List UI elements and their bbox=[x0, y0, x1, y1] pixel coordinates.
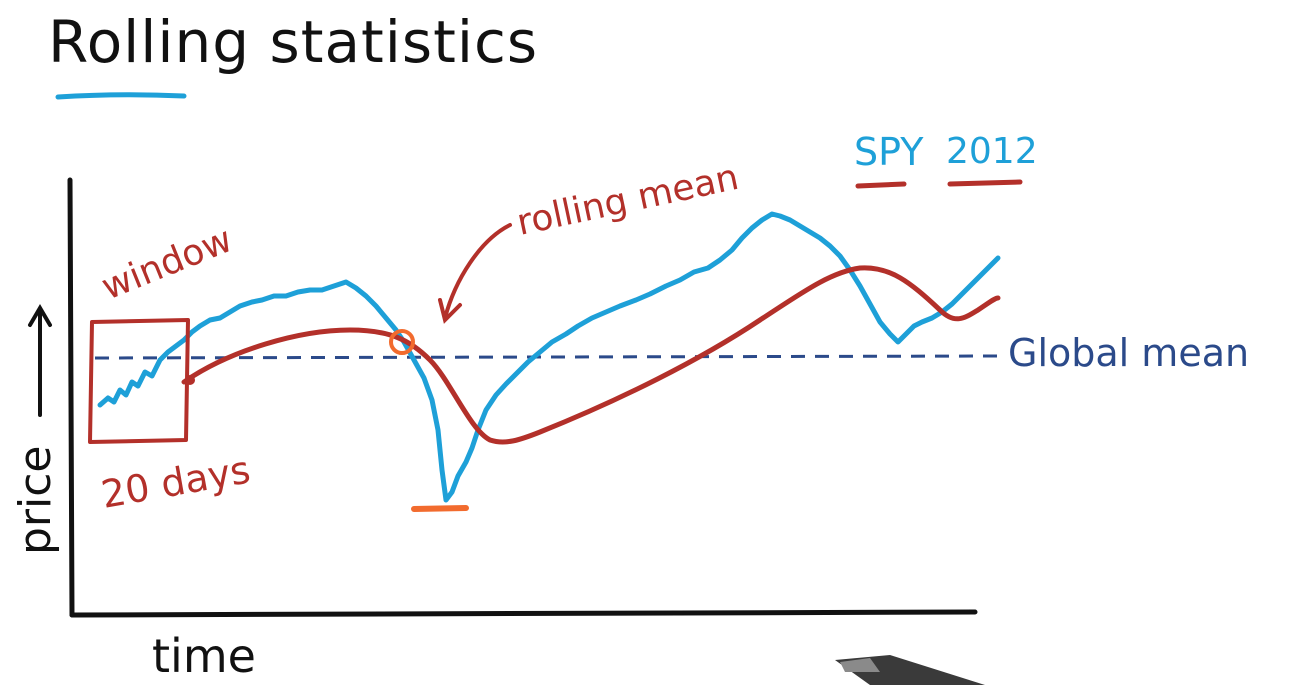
global-mean-label: Global mean bbox=[1008, 331, 1249, 375]
spy-underline bbox=[855, 181, 907, 189]
price-series-line bbox=[97, 211, 1001, 503]
page-title: Rolling statistics bbox=[48, 8, 538, 76]
rolling-mean-arrow-icon bbox=[438, 223, 512, 324]
window-label: window bbox=[96, 219, 238, 308]
crossing-highlight-circle bbox=[389, 329, 415, 355]
y-axis-label: price bbox=[10, 445, 61, 555]
rolling-mean-label: rolling mean bbox=[513, 157, 742, 244]
y-axis-arrow-icon bbox=[28, 304, 52, 417]
x-axis-label: time bbox=[152, 629, 256, 683]
window-box bbox=[88, 318, 190, 444]
global-mean-line bbox=[94, 354, 1001, 360]
x-axis-line bbox=[69, 609, 978, 618]
title-underline bbox=[55, 92, 187, 100]
pen-icon bbox=[835, 655, 985, 685]
dip-highlight-mark bbox=[411, 505, 469, 512]
window-days-label: 20 days bbox=[98, 447, 254, 516]
y-axis-line bbox=[67, 177, 75, 618]
year-underline bbox=[947, 179, 1023, 187]
rolling-mean-line bbox=[181, 265, 1001, 445]
year-label: 2012 bbox=[946, 131, 1038, 172]
spy-label: SPY bbox=[854, 130, 924, 174]
